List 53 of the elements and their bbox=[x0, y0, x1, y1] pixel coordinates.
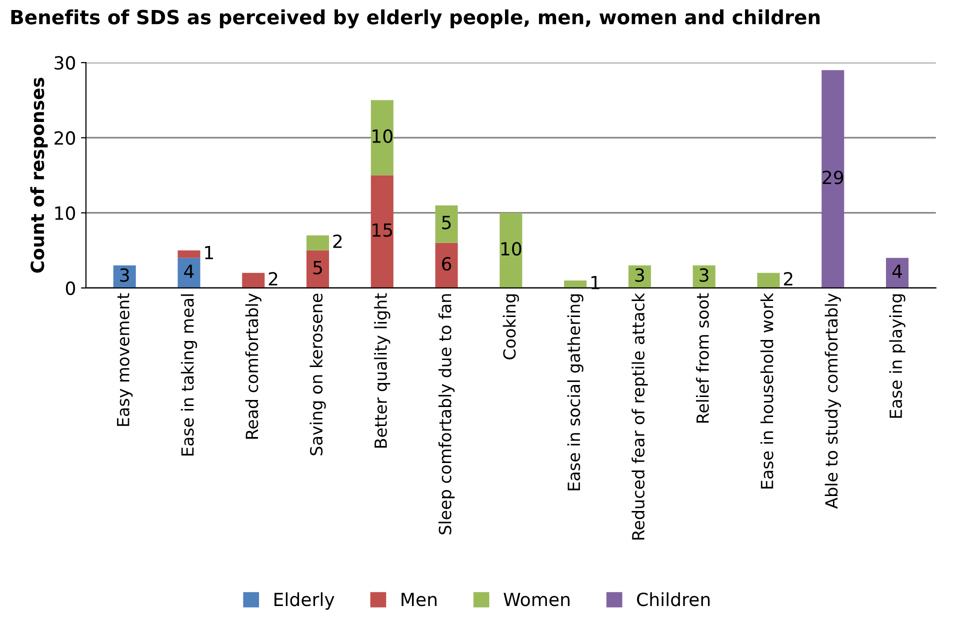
bar bbox=[242, 272, 265, 288]
legend-label: Women bbox=[504, 592, 570, 606]
x-tick-label: Better quality light bbox=[374, 293, 390, 448]
x-tick-label: Ease in playing bbox=[889, 294, 906, 418]
x-tick-label: Ease in household work bbox=[760, 292, 774, 489]
bar bbox=[886, 258, 909, 288]
data-label: 15 bbox=[372, 223, 392, 237]
data-label: 3 bbox=[635, 268, 644, 282]
chart-title: Benefits of SDS as perceived by elderly people, men, women and children bbox=[11, 9, 820, 28]
y-tick-label: 20 bbox=[54, 131, 76, 145]
data-label: 29 bbox=[822, 170, 844, 184]
data-label: 5 bbox=[313, 261, 322, 274]
bar bbox=[500, 212, 522, 288]
x-tick-label: Relief from soot bbox=[696, 293, 709, 423]
data-label: 4 bbox=[892, 264, 902, 278]
x-tick-label: Ease in social gathering bbox=[567, 294, 584, 490]
bar bbox=[178, 258, 200, 288]
data-label: 10 bbox=[501, 242, 522, 256]
x-tick-label: Able to study comfortably bbox=[824, 293, 841, 509]
bar bbox=[306, 250, 330, 288]
data-label: 5 bbox=[442, 216, 451, 230]
x-tick-label: Read comfortably bbox=[245, 293, 262, 439]
data-label: 4 bbox=[184, 264, 194, 278]
data-label: 10 bbox=[372, 129, 392, 143]
bar bbox=[564, 280, 587, 288]
y-axis-title: Count of responses bbox=[30, 78, 48, 273]
bar bbox=[822, 70, 844, 288]
y-tick-label: 0 bbox=[66, 281, 76, 296]
data-label: 3 bbox=[700, 268, 708, 282]
bar bbox=[178, 250, 200, 258]
bar bbox=[370, 100, 394, 176]
bar bbox=[370, 175, 394, 288]
bar bbox=[435, 242, 458, 288]
legend-label: Children bbox=[637, 592, 710, 606]
x-tick-label: Easy movement bbox=[117, 293, 133, 426]
data-label: 2 bbox=[268, 272, 278, 286]
x-tick-label: Sleep comfortably due to fan bbox=[438, 294, 455, 534]
bar bbox=[306, 235, 330, 250]
data-label: 2 bbox=[784, 272, 792, 286]
y-tick-label: 30 bbox=[54, 56, 76, 70]
legend-label: Elderly bbox=[274, 592, 334, 610]
x-tick-label: Reduced fear of reptile attack bbox=[632, 292, 648, 540]
data-label: 2 bbox=[333, 234, 342, 248]
data-label: 3 bbox=[120, 268, 129, 282]
y-tick-label: 10 bbox=[55, 206, 76, 220]
x-tick-label: Cooking bbox=[502, 294, 519, 360]
data-label: 6 bbox=[442, 257, 452, 271]
bar bbox=[435, 205, 458, 243]
data-label: 1 bbox=[205, 246, 213, 260]
x-tick-label: Saving on kerosene bbox=[310, 294, 326, 456]
x-tick-label: Ease in taking meal bbox=[180, 294, 198, 456]
legend-label: Men bbox=[402, 592, 436, 606]
bar bbox=[757, 272, 780, 288]
